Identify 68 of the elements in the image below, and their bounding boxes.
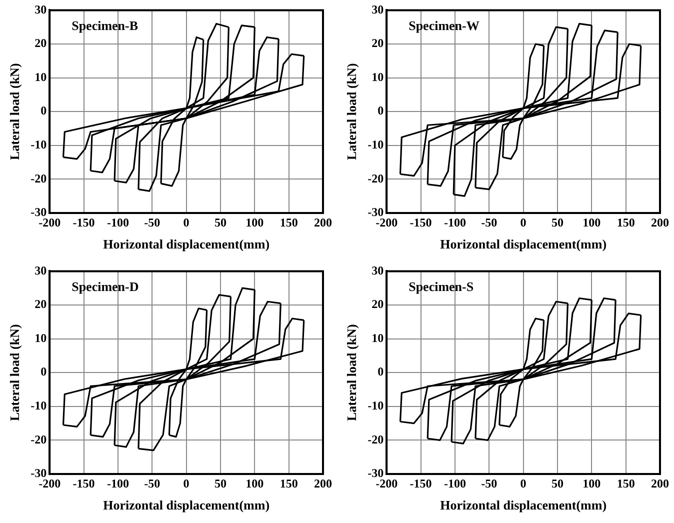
y-axis-title: Lateral load (kN) xyxy=(344,63,360,160)
y-tick-label: -20 xyxy=(30,432,47,446)
text: Specimen-W xyxy=(408,18,480,34)
y-tick-label: 0 xyxy=(378,364,384,379)
y-tick-label: 20 xyxy=(372,36,384,50)
y-tick-label: 20 xyxy=(34,297,47,312)
x-tick-label: 50 xyxy=(551,476,564,490)
x-tick-label: 0 xyxy=(183,476,190,490)
x-tick-label: 0 xyxy=(520,215,526,230)
text: Specimen-B xyxy=(72,18,138,34)
x-tick-label: 0 xyxy=(520,476,526,490)
y-tick-label: -10 xyxy=(30,137,47,152)
y-tick-label: 30 xyxy=(34,263,47,278)
x-tick-label: 200 xyxy=(651,476,669,490)
y-tick-label: 0 xyxy=(378,104,384,118)
x-tick-label: 50 xyxy=(551,215,564,230)
x-tick-label: -150 xyxy=(410,215,432,230)
x-tick-label: -150 xyxy=(410,476,432,490)
x-axis-title: Horizontal displacement(mm) xyxy=(440,498,607,513)
y-tick-label: 0 xyxy=(40,364,47,379)
x-tick-label: -50 xyxy=(144,476,160,490)
x-tick-label: 0 xyxy=(183,215,190,230)
x-tick-label: 100 xyxy=(582,476,601,490)
x-tick-label: 200 xyxy=(651,215,669,230)
x-tick-label: 50 xyxy=(214,476,226,490)
x-tick-label: 150 xyxy=(280,215,298,230)
y-axis-title: Lateral load (kN) xyxy=(7,324,22,421)
x-tick-label: -100 xyxy=(106,215,129,230)
y-tick-label: 10 xyxy=(372,330,384,345)
x-tick-label: 200 xyxy=(314,476,332,490)
x-tick-label: -100 xyxy=(106,476,129,490)
y-tick-label: -10 xyxy=(368,398,384,412)
y-tick-label: 10 xyxy=(372,70,384,84)
x-tick-label: -150 xyxy=(72,476,95,490)
x-tick-label: -50 xyxy=(481,476,498,490)
x-axis-title: Horizontal displacement(mm) xyxy=(103,498,270,513)
y-tick-label: 10 xyxy=(34,330,47,345)
x-tick-label: -50 xyxy=(144,215,160,230)
x-tick-label: -100 xyxy=(444,215,466,230)
y-tick-label: 20 xyxy=(372,297,384,312)
y-tick-label: 0 xyxy=(40,104,47,118)
y-tick-label: -10 xyxy=(30,398,47,412)
text: Specimen-S xyxy=(408,279,474,294)
y-tick-label: 10 xyxy=(34,70,47,84)
text: Specimen-D xyxy=(72,279,139,294)
x-tick-label: -150 xyxy=(72,215,95,230)
x-tick-label: 50 xyxy=(214,215,226,230)
x-axis-title: Horizontal displacement(mm) xyxy=(103,236,270,252)
y-axis-title: Lateral load (kN) xyxy=(344,324,360,421)
y-tick-label: 30 xyxy=(372,2,384,16)
y-tick-label: 20 xyxy=(34,36,47,50)
y-tick-label: 30 xyxy=(372,263,384,278)
x-tick-label: -50 xyxy=(481,215,498,230)
x-tick-label: 100 xyxy=(246,215,264,230)
y-tick-label: -10 xyxy=(368,137,384,152)
y-tick-label: -20 xyxy=(368,171,384,186)
y-axis-title: Lateral load (kN) xyxy=(7,63,22,160)
x-tick-label: 150 xyxy=(616,215,635,230)
x-tick-label: 150 xyxy=(280,476,298,490)
x-axis-title: Horizontal displacement(mm) xyxy=(440,236,607,252)
y-tick-label: -20 xyxy=(368,432,384,446)
y-tick-label: -20 xyxy=(30,171,47,186)
x-tick-label: 100 xyxy=(582,215,601,230)
x-tick-label: 150 xyxy=(616,476,635,490)
x-tick-label: -100 xyxy=(444,476,466,490)
x-tick-label: 200 xyxy=(314,215,332,230)
y-tick-label: 30 xyxy=(34,2,47,16)
x-tick-label: 100 xyxy=(246,476,264,490)
